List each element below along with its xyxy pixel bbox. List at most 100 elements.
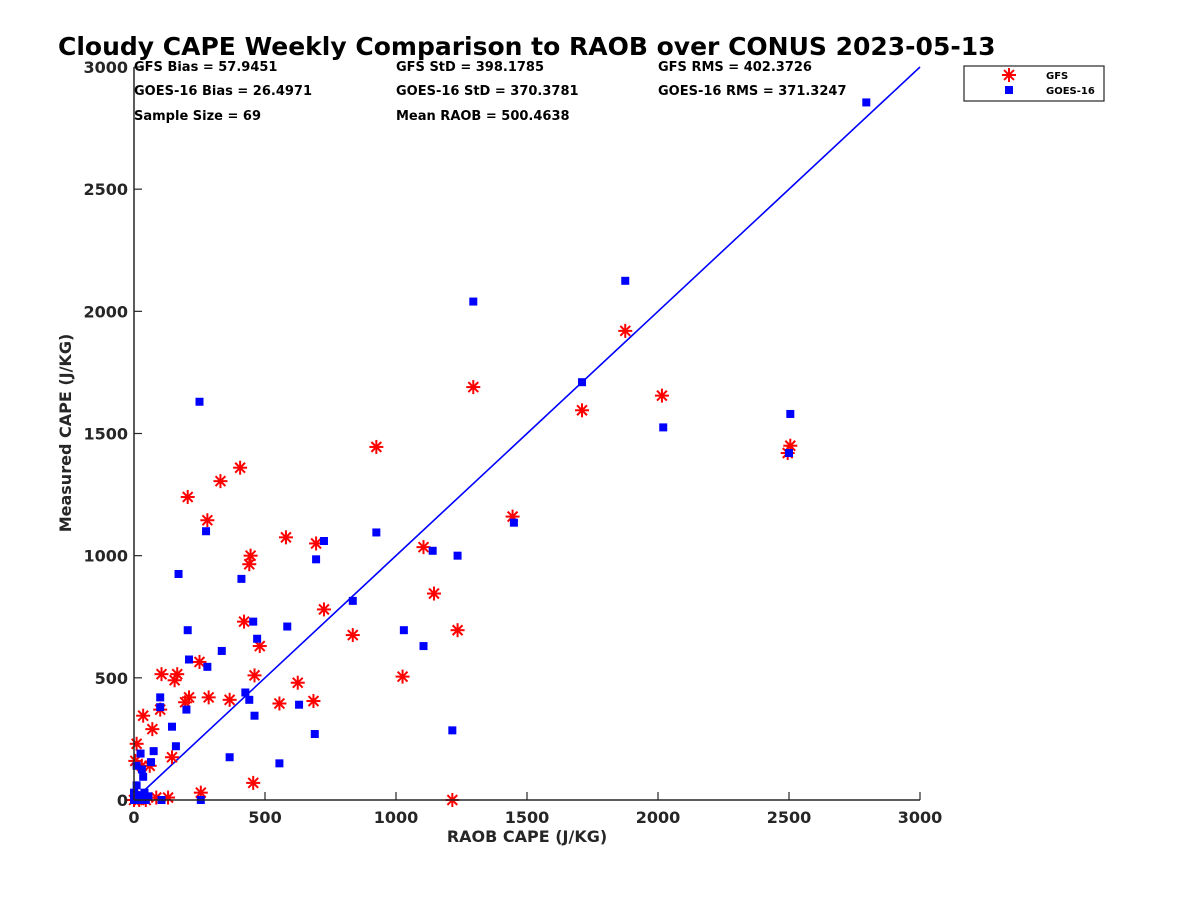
goes-16-point bbox=[785, 449, 793, 458]
goes-16-point bbox=[275, 759, 284, 768]
goes-16-point bbox=[509, 518, 518, 527]
goes-16-point bbox=[578, 378, 587, 387]
goes-16-point bbox=[149, 747, 158, 756]
goes-16-series bbox=[130, 98, 871, 804]
goes-16-point bbox=[862, 98, 871, 107]
one-to-one-line bbox=[133, 66, 921, 801]
y-tick-label: 1000 bbox=[83, 547, 128, 566]
goes-16-point bbox=[786, 409, 795, 418]
gfs-point bbox=[237, 614, 252, 629]
legend-box bbox=[963, 65, 1105, 102]
goes-16-point bbox=[156, 693, 165, 702]
goes-16-point bbox=[249, 617, 258, 626]
goes-16-point bbox=[195, 397, 204, 406]
y-tick-label: 2000 bbox=[83, 302, 128, 321]
gfs-point bbox=[426, 586, 441, 601]
gfs-point bbox=[213, 474, 228, 489]
gfs-point bbox=[243, 548, 258, 563]
goes-16-point bbox=[185, 655, 194, 664]
goes-16-point bbox=[419, 642, 428, 651]
goes-16-point bbox=[237, 574, 246, 583]
gfs-point bbox=[247, 668, 262, 683]
gfs-point bbox=[316, 602, 331, 617]
stat-goes-rms: GOES-16 RMS = 371.3247 bbox=[658, 84, 847, 99]
gfs-point bbox=[466, 380, 481, 395]
gfs-point bbox=[170, 667, 185, 682]
x-tick-label: 1000 bbox=[374, 808, 419, 827]
y-tick-label: 0 bbox=[117, 791, 128, 810]
gfs-point bbox=[200, 513, 215, 528]
gfs-point bbox=[136, 708, 151, 723]
y-tick-label: 500 bbox=[95, 669, 128, 688]
y-tick-label: 2500 bbox=[83, 180, 128, 199]
goes-16-point bbox=[147, 758, 156, 767]
goes-16-point bbox=[137, 765, 146, 774]
gfs-point bbox=[450, 623, 465, 638]
gfs-point bbox=[278, 530, 293, 545]
x-tick-label: 2000 bbox=[636, 808, 681, 827]
gfs-point bbox=[222, 692, 237, 707]
goes-16-point bbox=[310, 730, 319, 739]
goes-16-point bbox=[295, 700, 304, 709]
goes-16-point bbox=[253, 634, 262, 643]
x-tick-label: 1500 bbox=[505, 808, 550, 827]
goes-16-point bbox=[448, 726, 457, 735]
goes-16-point bbox=[167, 722, 176, 731]
goes-16-point bbox=[156, 703, 165, 712]
legend-goes-label: GOES-16 bbox=[1046, 86, 1095, 97]
stat-gfs-bias: GFS Bias = 57.9451 bbox=[134, 60, 277, 75]
goes-16-point bbox=[283, 622, 292, 631]
legend: GFS GOES-16 bbox=[963, 65, 1105, 102]
stat-gfs-std: GFS StD = 398.1785 bbox=[396, 60, 544, 75]
stat-gfs-rms: GFS RMS = 402.3726 bbox=[658, 60, 812, 75]
goes-16-point bbox=[319, 537, 328, 546]
goes-16-point bbox=[250, 711, 259, 720]
goes-16-point bbox=[428, 546, 437, 555]
gfs-point bbox=[180, 490, 195, 505]
gfs-point bbox=[182, 690, 197, 705]
gfs-point bbox=[575, 403, 590, 418]
gfs-point bbox=[309, 536, 324, 551]
goes-16-point bbox=[453, 551, 462, 560]
goes-16-point bbox=[312, 555, 321, 564]
goes-16-point bbox=[217, 646, 226, 655]
gfs-point bbox=[154, 667, 169, 682]
x-tick-label: 3000 bbox=[898, 808, 943, 827]
gfs-point bbox=[164, 750, 179, 765]
legend-gfs-marker bbox=[1002, 68, 1016, 82]
goes-16-point bbox=[183, 626, 192, 635]
goes-16-point bbox=[135, 791, 144, 800]
y-axis-ticks: 0 500 1000 1500 2000 2500 3000 bbox=[83, 58, 142, 810]
goes-16-point bbox=[245, 695, 254, 704]
goes-16-point bbox=[348, 596, 357, 605]
gfs-point bbox=[654, 388, 669, 403]
goes-16-point bbox=[132, 781, 141, 790]
gfs-series bbox=[127, 323, 798, 807]
gfs-point bbox=[306, 694, 321, 709]
gfs-point bbox=[369, 439, 384, 454]
gfs-point bbox=[246, 775, 261, 790]
x-tick-label: 0 bbox=[128, 808, 139, 827]
chart-title: Cloudy CAPE Weekly Comparison to RAOB ov… bbox=[58, 32, 996, 61]
goes-16-point bbox=[225, 753, 234, 762]
stat-goes-bias: GOES-16 Bias = 26.4971 bbox=[134, 84, 312, 99]
gfs-point bbox=[395, 669, 410, 684]
legend-gfs-label: GFS bbox=[1046, 71, 1068, 82]
goes-16-point bbox=[174, 569, 183, 578]
gfs-point bbox=[618, 323, 633, 338]
axes: 0 500 1000 1500 2000 2500 3000 0 500 1000 1500 200… bbox=[83, 58, 942, 827]
goes-16-point bbox=[203, 662, 212, 671]
gfs-point bbox=[233, 460, 248, 475]
gfs-point bbox=[192, 654, 207, 669]
plot-marks bbox=[127, 66, 921, 807]
gfs-point bbox=[416, 540, 431, 555]
goes-16-point bbox=[372, 528, 381, 537]
goes-16-point bbox=[132, 761, 141, 770]
gfs-point bbox=[129, 736, 144, 751]
goes-16-point bbox=[469, 297, 478, 306]
stat-sample-size: Sample Size = 69 bbox=[134, 109, 261, 124]
legend-gfs-asterisk bbox=[1002, 68, 1016, 82]
stat-mean-raob: Mean RAOB = 500.4638 bbox=[396, 109, 570, 124]
goes-16-point bbox=[241, 688, 250, 697]
